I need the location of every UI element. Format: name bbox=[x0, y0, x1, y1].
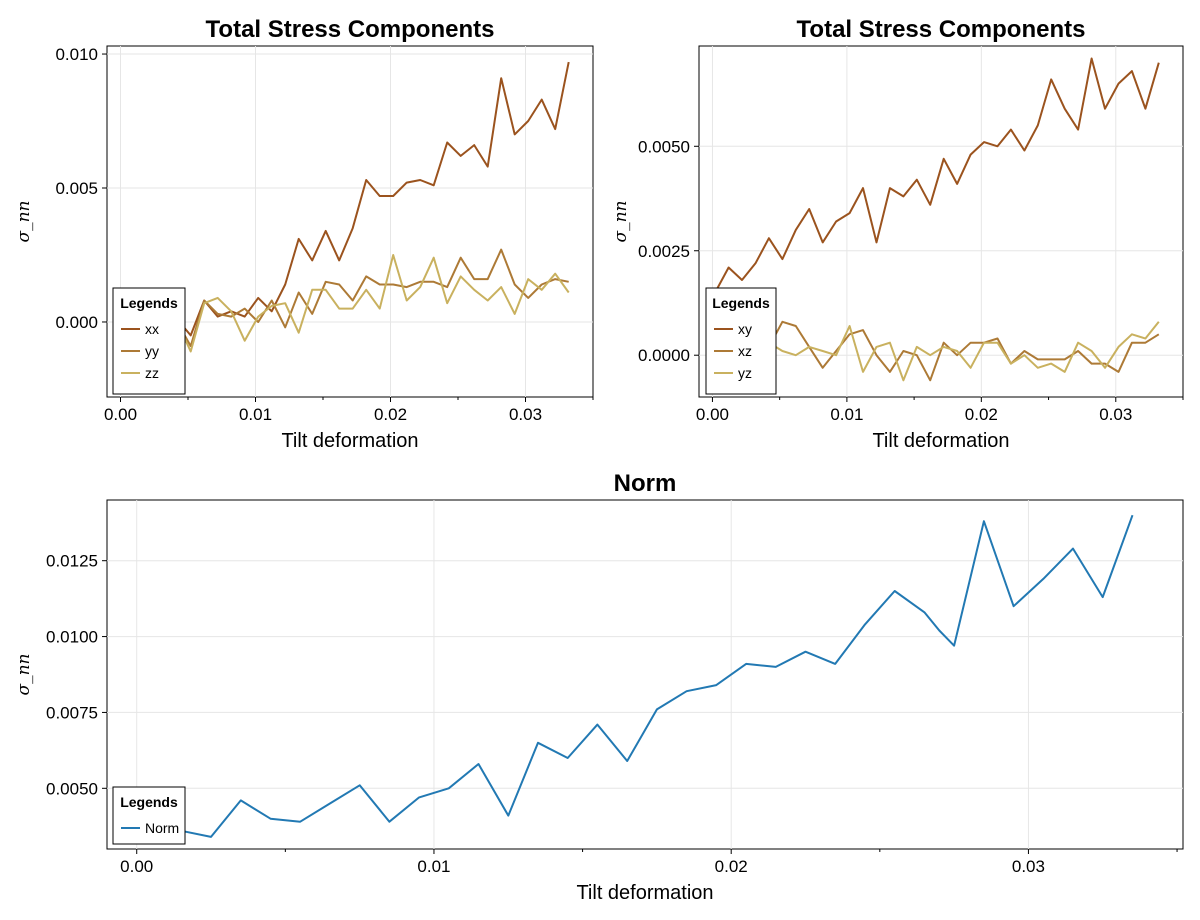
x-tick-label: 0.03 bbox=[1099, 405, 1132, 424]
y-tick-label: 0.0075 bbox=[46, 703, 98, 722]
x-tick-label: 0.01 bbox=[417, 857, 450, 876]
chart-title: Total Stress Components bbox=[797, 16, 1086, 43]
x-tick-label: 0.00 bbox=[696, 405, 729, 424]
x-tick-label: 0.02 bbox=[965, 405, 998, 424]
legend-box bbox=[112, 287, 186, 395]
x-tick-label: 0.01 bbox=[830, 405, 863, 424]
y-tick-label: 0.0000 bbox=[638, 346, 690, 365]
series-line-yy bbox=[122, 248, 569, 348]
legend: Legends xy xz yz bbox=[705, 287, 777, 395]
legend-label-yz: yz bbox=[738, 365, 752, 381]
y-tick-label: 0.000 bbox=[55, 313, 98, 332]
x-tick-label: 0.02 bbox=[374, 405, 407, 424]
series-line-xx bbox=[122, 61, 570, 337]
chart-title: Norm bbox=[614, 470, 677, 497]
x-axis-label: Tilt deformation bbox=[281, 430, 418, 452]
x-axis-label: Tilt deformation bbox=[576, 882, 713, 904]
plot-area-3 bbox=[106, 499, 1184, 850]
plot-area-1 bbox=[106, 45, 594, 398]
x-tick-label: 0.00 bbox=[120, 857, 153, 876]
y-tick-label: 0.0025 bbox=[638, 242, 690, 261]
y-tick-label: 0.0050 bbox=[638, 137, 690, 156]
legend-box bbox=[112, 786, 186, 845]
plot-area-2 bbox=[698, 45, 1184, 398]
y-tick-label: 0.0100 bbox=[46, 628, 98, 647]
x-axis-label: Tilt deformation bbox=[872, 430, 1009, 452]
legend-label-xy: xy bbox=[738, 321, 752, 337]
x-tick-label: 0.03 bbox=[1012, 857, 1045, 876]
legend-box bbox=[705, 287, 777, 395]
chart-2: 0.00 0.01 0.02 0.03 0.0000 0.0025 0.0050 Total … bbox=[611, 16, 1184, 452]
y-axis-label: σ_nn bbox=[14, 653, 34, 695]
y-tick-label: 0.0125 bbox=[46, 552, 98, 571]
legend-label-xz: xz bbox=[738, 343, 752, 359]
x-tick-label: 0.02 bbox=[715, 857, 748, 876]
legend-title: Legends bbox=[712, 295, 770, 311]
y-tick-label: 0.005 bbox=[55, 179, 98, 198]
x-tick-label: 0.00 bbox=[104, 405, 137, 424]
legend-label-xx: xx bbox=[145, 321, 159, 337]
series-line-xz bbox=[714, 320, 1160, 382]
series-line-zz bbox=[123, 254, 570, 353]
legend: Legends xx yy zz bbox=[112, 287, 186, 395]
series-line-Norm bbox=[151, 514, 1134, 838]
legend-title: Legends bbox=[120, 295, 178, 311]
legend-label-zz: zz bbox=[145, 365, 159, 381]
legend-title: Legends bbox=[120, 794, 178, 810]
series-line-yz bbox=[714, 321, 1160, 382]
y-axis-label: σ_nn bbox=[611, 200, 631, 242]
series-line-xy bbox=[714, 57, 1160, 293]
y-axis-label: σ_nn bbox=[14, 200, 34, 242]
legend-label-yy: yy bbox=[145, 343, 159, 359]
x-tick-label: 0.03 bbox=[509, 405, 542, 424]
y-tick-label: 0.010 bbox=[55, 45, 98, 64]
chart-title: Total Stress Components bbox=[206, 16, 495, 43]
legend-label-Norm: Norm bbox=[145, 820, 179, 836]
x-tick-label: 0.01 bbox=[239, 405, 272, 424]
chart-1: 0.00 0.01 0.02 0.03 0.000 0.005 0.010 Total Str… bbox=[14, 16, 594, 452]
chart-3: 0.00 0.01 0.02 0.03 0.0050 0.0075 0.0100 0.0125… bbox=[14, 470, 1184, 904]
legend: Legends Norm bbox=[112, 786, 186, 845]
y-tick-label: 0.0050 bbox=[46, 779, 98, 798]
